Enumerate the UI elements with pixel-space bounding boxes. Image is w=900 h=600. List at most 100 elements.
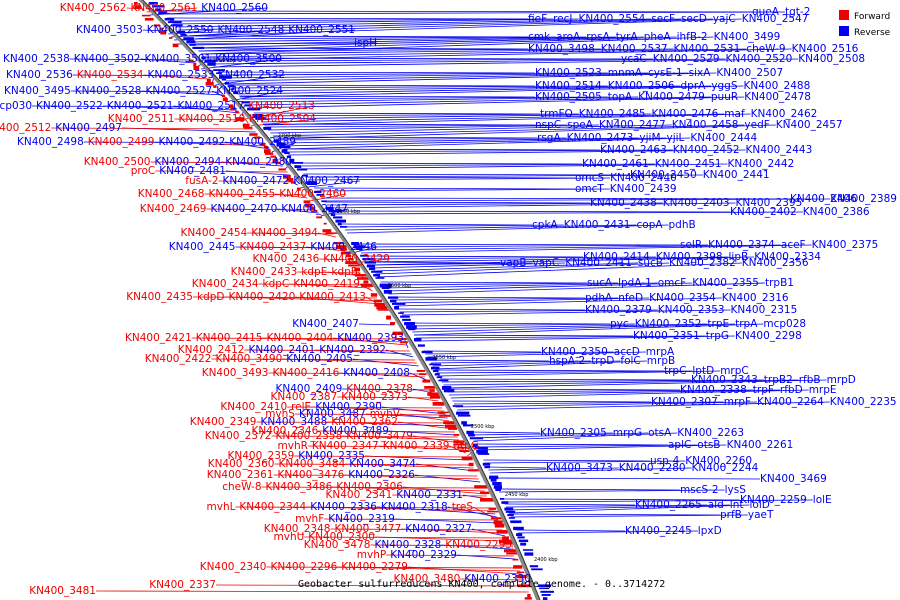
gene-label[interactable]: lolD [750, 499, 770, 511]
gene-label[interactable]: KN400_2455 [209, 188, 276, 200]
gene-label[interactable]: puuR [711, 91, 738, 103]
gene-label[interactable]: KN400_2343 [691, 374, 758, 386]
gene-label[interactable]: folC [620, 355, 640, 367]
gene-label[interactable]: KN400_2328 [375, 539, 442, 551]
gene-label[interactable]: KN400_2395 [736, 197, 803, 209]
gene-label[interactable]: KN400_3477 [335, 523, 402, 535]
gene-label[interactable]: KN400_2447 [281, 203, 348, 215]
gene-label[interactable]: KN400_2461 [582, 158, 649, 170]
gene-label[interactable]: KN400_2533 [148, 69, 215, 81]
gene-label[interactable]: KN400_2244 [692, 462, 759, 474]
gene-label[interactable]: KN400_2401 [249, 344, 316, 356]
gene-label[interactable]: lptD [692, 365, 714, 377]
gene-label[interactable]: mrpD [827, 374, 856, 386]
gene-label[interactable]: KN400_2457 [776, 119, 843, 131]
gene-label[interactable]: KN400_2373 [341, 391, 408, 403]
gene-label[interactable]: mrpA [646, 346, 675, 358]
gene-label[interactable]: KN400_2551 [288, 24, 355, 36]
gene-label[interactable]: KN400_2437 [240, 241, 307, 253]
gene-label[interactable]: KN400_2327 [405, 523, 472, 535]
gene-label[interactable]: KN400_3490 [216, 353, 283, 365]
gene-label[interactable]: KN400_2443 [746, 144, 813, 156]
gene-label[interactable]: KN400_2340 [200, 561, 267, 573]
gene-label[interactable]: omcS [575, 172, 604, 184]
gene-label[interactable]: KN400_2295 [445, 539, 512, 551]
gene-label[interactable]: KN400_2358 [276, 430, 343, 442]
gene-label[interactable]: dprA [681, 80, 707, 92]
gene-label[interactable]: mvhS [265, 408, 295, 420]
gene-label[interactable]: nspC [535, 119, 561, 131]
gene-label[interactable]: yajC [713, 13, 736, 25]
gene-label[interactable]: KN400_3494 [251, 227, 318, 239]
gene-label[interactable]: KN400_2354 [649, 292, 716, 304]
gene-label[interactable]: KN400_2548 [218, 24, 285, 36]
gene-label[interactable]: KN400_2510 [179, 113, 246, 125]
gene-label[interactable]: KN400_2445 [169, 241, 236, 253]
gene-label[interactable]: KN400_2280 [619, 462, 686, 474]
gene-label[interactable]: KN400_2347 [312, 440, 379, 452]
gene-label[interactable]: speA [567, 119, 594, 131]
gene-label[interactable]: KN400_2512 [0, 122, 51, 134]
gene-label[interactable]: KN400_3474 [349, 458, 416, 470]
gene-label[interactable]: KN400_2560 [201, 2, 268, 14]
gene-label[interactable]: KN400_2349 [190, 416, 257, 428]
gene-label[interactable]: kdpE [301, 266, 327, 278]
gene-label[interactable]: mrpC [720, 365, 749, 377]
gene-label[interactable]: fieF [528, 13, 547, 25]
gene-label[interactable]: KN400_2511 [108, 113, 175, 125]
gene-label[interactable]: KN400_2359 [228, 450, 295, 462]
gene-label[interactable]: KN400_2479 [638, 91, 705, 103]
gene-label[interactable]: KN400_2547 [742, 13, 809, 25]
gene-label[interactable]: trpB2 [764, 374, 793, 386]
gene-label[interactable]: KN400_2307 [651, 396, 718, 408]
gene-label[interactable]: KN400_3487 [299, 408, 366, 420]
gene-label[interactable]: mscS-2 [680, 484, 719, 496]
gene-label[interactable]: KN400_2499 [88, 136, 155, 148]
gene-label[interactable]: KN400_2438 [590, 197, 657, 209]
gene-label[interactable]: mvhV [370, 408, 401, 420]
gene-label[interactable]: KN400_2387 [271, 391, 338, 403]
gene-label[interactable]: KN400_2433 [231, 266, 298, 278]
gene-label[interactable]: mvhU [274, 531, 305, 543]
gene-label[interactable]: KN400_2415 [196, 332, 263, 344]
gene-label[interactable]: KN400_3484 [279, 458, 346, 470]
gene-label[interactable]: KN400_2265 [635, 499, 702, 511]
gene-label[interactable]: KN400_2337 [149, 579, 216, 591]
gene-label[interactable]: KN400_2442 [728, 158, 795, 170]
gene-label[interactable]: aceF [781, 239, 806, 251]
gene-label[interactable]: yedF [744, 119, 769, 131]
gene-label[interactable]: mrpB [647, 355, 675, 367]
gene-label[interactable]: vapB [500, 257, 527, 269]
gene-label[interactable]: mcp028 [763, 318, 806, 330]
gene-label[interactable]: KN400_2435 [126, 291, 193, 303]
gene-label[interactable]: KN400_2507 [716, 67, 783, 79]
gene-label[interactable]: rfbB [799, 374, 821, 386]
gene-label[interactable]: KN400_2422 [145, 353, 212, 365]
gene-label[interactable]: KN400_2476 [652, 108, 719, 120]
gene-label[interactable]: KN400_2451 [655, 158, 722, 170]
gene-label[interactable]: KN400_2429 [323, 253, 390, 265]
gene-label[interactable]: yaeT [748, 509, 774, 521]
gene-label[interactable]: htpG [453, 440, 479, 452]
gene-label[interactable]: KN400_3503 [76, 24, 143, 36]
gene-label[interactable]: KN400_2335 [298, 450, 365, 462]
gene-label[interactable]: KN400_2463 [600, 144, 667, 156]
gene-label[interactable]: KN400_2472 [223, 175, 290, 187]
gene-label[interactable]: KN400_2329 [390, 549, 457, 561]
gene-label[interactable]: mnmA [608, 67, 643, 79]
gene-label[interactable]: KN400_2481 [159, 165, 226, 177]
gene-label[interactable]: KN400_2450 [630, 169, 697, 181]
gene-label[interactable]: KN400_2405 [286, 353, 353, 365]
gene-label[interactable]: KN400_2409 [276, 383, 343, 395]
gene-label[interactable]: KN400_2408 [343, 367, 410, 379]
gene-label[interactable]: KN400_2520 [726, 53, 793, 65]
gene-label[interactable]: lpxD [698, 525, 722, 537]
gene-label[interactable]: KN400_2300 [308, 531, 375, 543]
gene-label[interactable]: mvhR [278, 440, 308, 452]
gene-label[interactable]: KN400_2386 [803, 206, 870, 218]
gene-label[interactable]: KN400_2488 [744, 80, 811, 92]
gene-label[interactable]: KN400_2411 [565, 257, 632, 269]
gene-label[interactable]: KN400_2477 [599, 119, 666, 131]
gene-label[interactable]: treS [452, 501, 474, 513]
gene-label[interactable]: KN400_2338 [680, 384, 747, 396]
